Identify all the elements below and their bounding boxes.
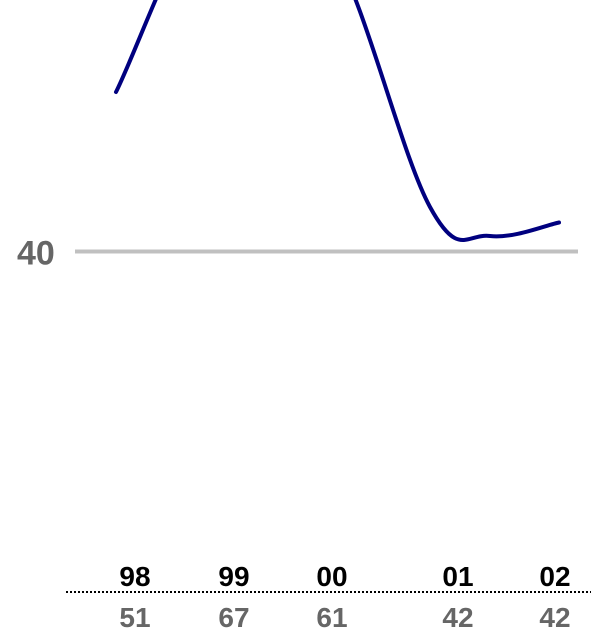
value-label-01: 42	[442, 602, 473, 633]
value-label-98: 51	[119, 602, 150, 633]
value-label-99: 67	[218, 602, 249, 633]
category-label-00: 00	[316, 561, 347, 592]
category-labels: 98 99 00 01 02	[119, 561, 570, 592]
series-line	[114, 0, 561, 242]
category-label-98: 98	[119, 561, 150, 592]
reference-line-label: 40	[17, 235, 55, 273]
series-group	[114, 0, 561, 242]
reference-line-group: 40	[17, 235, 578, 273]
category-label-99: 99	[218, 561, 249, 592]
value-label-00: 61	[316, 602, 347, 633]
value-label-02: 42	[539, 602, 570, 633]
category-label-02: 02	[539, 561, 570, 592]
category-label-01: 01	[442, 561, 473, 592]
value-labels: 51 67 61 42 42	[119, 602, 570, 633]
